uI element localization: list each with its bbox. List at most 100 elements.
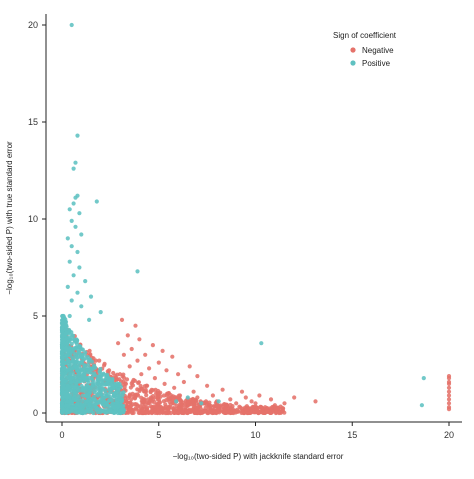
positive-point [79, 408, 84, 413]
negative-point [228, 397, 233, 402]
negative-point [187, 364, 192, 369]
negative-point [156, 360, 161, 365]
negative-point [166, 405, 171, 410]
positive-point [95, 392, 100, 397]
positive-point [69, 375, 75, 381]
negative-point [203, 405, 208, 410]
negative-point [184, 410, 189, 415]
negative-point [107, 368, 112, 373]
negative-point [124, 404, 129, 409]
legend-title: Sign of coefficient [333, 31, 397, 40]
negative-point [239, 389, 245, 394]
negative-point [195, 395, 200, 400]
x-tick-label: 10 [250, 430, 260, 440]
negative-point [216, 407, 221, 412]
negative-point [127, 364, 132, 369]
negative-point [234, 401, 239, 406]
positive-point [73, 195, 78, 200]
positive-point [100, 409, 105, 414]
negative-point [124, 377, 130, 382]
positive-point [65, 353, 70, 358]
positive-point [73, 365, 78, 370]
positive-point [75, 290, 80, 295]
positive-point [92, 397, 97, 402]
negative-point [154, 409, 160, 414]
negative-point [144, 393, 149, 398]
positive-point [105, 381, 110, 386]
positive-point [106, 378, 112, 383]
negative-point [183, 405, 188, 410]
positive-point [73, 397, 78, 402]
y-tick-label: 0 [33, 408, 38, 418]
positive-point [87, 317, 92, 322]
positive-point [110, 377, 115, 382]
negative-point [164, 368, 169, 373]
legend-key-positive [350, 60, 356, 66]
negative-point [313, 399, 318, 404]
positive-point [79, 304, 84, 309]
negative-point [102, 363, 107, 368]
positive-point [79, 367, 84, 372]
positive-point [70, 383, 75, 389]
positive-point [69, 218, 74, 223]
positive-point [89, 359, 94, 364]
negative-point [165, 391, 170, 396]
negative-point [214, 410, 219, 416]
positive-point [59, 401, 65, 406]
negative-point [257, 393, 262, 398]
negative-point [161, 393, 167, 398]
negative-point [135, 358, 140, 363]
positive-point [83, 279, 88, 284]
positive-point [80, 393, 85, 398]
negative-point [195, 374, 200, 379]
positive-point [97, 385, 102, 390]
negative-point [141, 399, 146, 404]
negative-point [244, 407, 249, 412]
positive-point [117, 404, 122, 409]
negative-point [230, 404, 235, 409]
positive-point [105, 375, 110, 380]
positive-point [80, 347, 85, 352]
positive-point [104, 402, 109, 407]
negative-point [166, 397, 171, 402]
negative-point [152, 399, 157, 405]
negative-point [147, 366, 152, 371]
negative-point [132, 396, 137, 401]
positive-point [74, 339, 79, 345]
negative-point [124, 399, 129, 404]
positive-point [59, 325, 65, 330]
positive-point [120, 393, 125, 398]
positive-point [73, 224, 78, 229]
negative-point [210, 393, 215, 398]
y-axis-ticks: 0 5 10 15 20 [28, 20, 46, 418]
negative-point [162, 381, 167, 386]
negative-point [148, 395, 154, 400]
negative-point [168, 393, 173, 398]
positive-point [66, 363, 71, 368]
positive-point [80, 388, 85, 393]
negative-point [185, 399, 190, 404]
negative-point [250, 407, 255, 412]
negative-point [239, 410, 244, 415]
positive-point [75, 355, 80, 360]
positive-point [63, 317, 68, 322]
positive-point [102, 372, 107, 377]
negative-point [143, 352, 148, 357]
negative-point [131, 377, 136, 383]
positive-point [75, 133, 80, 138]
positive-point [91, 372, 96, 378]
negative-point [116, 341, 121, 346]
negative-point [209, 407, 214, 413]
positive-point [77, 344, 82, 349]
negative-point [117, 372, 123, 377]
positive-point [73, 160, 78, 165]
positive-point [120, 407, 125, 412]
positive-point [112, 410, 117, 415]
negative-point [97, 358, 102, 363]
negative-point [129, 409, 134, 414]
positive-point [88, 398, 93, 404]
negative-point [125, 333, 130, 338]
negative-point [144, 406, 149, 411]
positive-point [185, 395, 190, 400]
